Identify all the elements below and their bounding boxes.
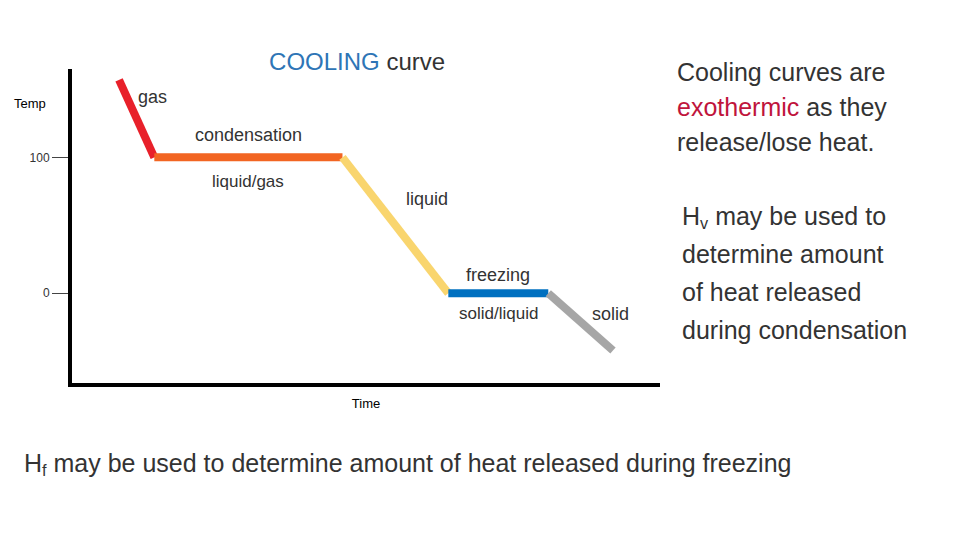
html-text:exothermic as they: exothermic as they: [677, 93, 887, 121]
svg-text:0: 0: [43, 286, 50, 300]
svg-text:solid: solid: [592, 304, 629, 324]
svg-text:freezing: freezing: [466, 265, 530, 285]
svg-text:solid/liquid: solid/liquid: [459, 304, 538, 323]
svg-text:Time: Time: [352, 396, 380, 411]
html-text:of heat released: of heat released: [682, 278, 862, 306]
html-text:Hfmay be used to determine amo: Hfmay be used to determine amount of hea…: [24, 449, 792, 480]
svg-text:100: 100: [30, 151, 50, 165]
html-text:Temp: Temp: [14, 96, 46, 111]
html-text:Cooling curves are: Cooling curves are: [677, 58, 886, 86]
svg-text:condensation: condensation: [195, 125, 302, 145]
html-text:during condensation: during condensation: [682, 316, 908, 344]
svg-text:gas: gas: [138, 87, 167, 107]
svg-text:liquid: liquid: [406, 189, 448, 209]
svg-text:liquid/gas: liquid/gas: [212, 172, 284, 191]
html-text:determine amount: determine amount: [682, 240, 884, 268]
svg-text:COOLING curve: COOLING curve: [269, 48, 445, 75]
html-text:release/lose heat.: release/lose heat.: [677, 128, 875, 156]
html-text:Hvmay be used to: Hvmay be used to: [682, 202, 887, 233]
